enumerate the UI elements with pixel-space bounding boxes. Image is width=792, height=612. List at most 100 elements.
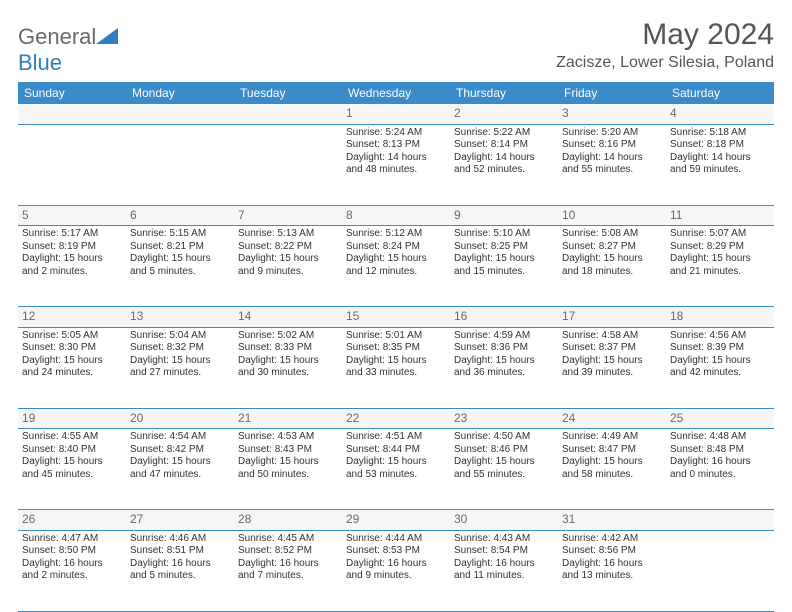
sunset-label: Sunset: 8:14 PM	[454, 139, 554, 152]
sunset-label: Sunset: 8:39 PM	[670, 342, 770, 355]
day-cell: Sunrise: 5:17 AMSunset: 8:19 PMDaylight:…	[18, 226, 126, 306]
day-cell-number: 12	[18, 307, 126, 327]
daylight-label: Daylight: 15 hours and 53 minutes.	[346, 456, 446, 481]
sunrise-label: Sunrise: 5:04 AM	[130, 330, 230, 343]
day-cell: Sunrise: 5:08 AMSunset: 8:27 PMDaylight:…	[558, 226, 666, 306]
daylight-label: Daylight: 15 hours and 2 minutes.	[22, 253, 122, 278]
daynum-row: 19202122232425	[18, 409, 774, 430]
day-cell-number: 7	[234, 206, 342, 226]
day-cell-number	[666, 510, 774, 530]
sunrise-label: Sunrise: 5:12 AM	[346, 228, 446, 241]
daylight-label: Daylight: 16 hours and 11 minutes.	[454, 558, 554, 583]
day-number: 24	[562, 411, 575, 425]
day-cell-number	[18, 104, 126, 124]
sunset-label: Sunset: 8:43 PM	[238, 444, 338, 457]
day-cell-number: 18	[666, 307, 774, 327]
day-cell: Sunrise: 4:55 AMSunset: 8:40 PMDaylight:…	[18, 429, 126, 509]
day-number: 17	[562, 309, 575, 323]
sunset-label: Sunset: 8:44 PM	[346, 444, 446, 457]
daylight-label: Daylight: 15 hours and 45 minutes.	[22, 456, 122, 481]
title-block: May 2024 Zacisze, Lower Silesia, Poland	[556, 18, 774, 72]
daylight-label: Daylight: 15 hours and 33 minutes.	[346, 355, 446, 380]
sunset-label: Sunset: 8:22 PM	[238, 241, 338, 254]
day-cell: Sunrise: 4:45 AMSunset: 8:52 PMDaylight:…	[234, 531, 342, 611]
daynum-row: 12131415161718	[18, 307, 774, 328]
logo: GeneralBlue	[18, 24, 118, 76]
day-cell: Sunrise: 4:44 AMSunset: 8:53 PMDaylight:…	[342, 531, 450, 611]
sunrise-label: Sunrise: 4:50 AM	[454, 431, 554, 444]
calendar: SundayMondayTuesdayWednesdayThursdayFrid…	[18, 82, 774, 612]
sunset-label: Sunset: 8:47 PM	[562, 444, 662, 457]
daylight-label: Daylight: 15 hours and 5 minutes.	[130, 253, 230, 278]
day-cell-number: 10	[558, 206, 666, 226]
daylight-label: Daylight: 15 hours and 21 minutes.	[670, 253, 770, 278]
sunset-label: Sunset: 8:32 PM	[130, 342, 230, 355]
daylight-label: Daylight: 15 hours and 47 minutes.	[130, 456, 230, 481]
day-number: 21	[238, 411, 251, 425]
sunset-label: Sunset: 8:53 PM	[346, 545, 446, 558]
sunrise-label: Sunrise: 4:58 AM	[562, 330, 662, 343]
daylight-label: Daylight: 15 hours and 12 minutes.	[346, 253, 446, 278]
day-number: 26	[22, 512, 35, 526]
day-cell: Sunrise: 4:58 AMSunset: 8:37 PMDaylight:…	[558, 328, 666, 408]
day-cell: Sunrise: 4:51 AMSunset: 8:44 PMDaylight:…	[342, 429, 450, 509]
day-cell-number: 30	[450, 510, 558, 530]
day-number: 15	[346, 309, 359, 323]
day-cell-number	[234, 104, 342, 124]
day-cell: Sunrise: 4:50 AMSunset: 8:46 PMDaylight:…	[450, 429, 558, 509]
day-number: 18	[670, 309, 683, 323]
day-number: 7	[238, 208, 245, 222]
weekday-header: Tuesday	[234, 82, 342, 104]
day-cell-number: 31	[558, 510, 666, 530]
weekday-header: Thursday	[450, 82, 558, 104]
sunset-label: Sunset: 8:36 PM	[454, 342, 554, 355]
day-cell-number: 14	[234, 307, 342, 327]
day-cell	[666, 531, 774, 611]
weekday-header-row: SundayMondayTuesdayWednesdayThursdayFrid…	[18, 82, 774, 104]
day-cell-number: 21	[234, 409, 342, 429]
day-cell-number: 20	[126, 409, 234, 429]
sunset-label: Sunset: 8:51 PM	[130, 545, 230, 558]
sunset-label: Sunset: 8:16 PM	[562, 139, 662, 152]
day-cell-number: 11	[666, 206, 774, 226]
sunrise-label: Sunrise: 4:43 AM	[454, 533, 554, 546]
daylight-label: Daylight: 16 hours and 0 minutes.	[670, 456, 770, 481]
day-number: 6	[130, 208, 137, 222]
day-cell-number: 8	[342, 206, 450, 226]
day-number: 12	[22, 309, 35, 323]
day-cell: Sunrise: 5:24 AMSunset: 8:13 PMDaylight:…	[342, 125, 450, 205]
sunset-label: Sunset: 8:42 PM	[130, 444, 230, 457]
location-label: Zacisze, Lower Silesia, Poland	[556, 54, 774, 72]
sunset-label: Sunset: 8:19 PM	[22, 241, 122, 254]
day-cell-number: 3	[558, 104, 666, 124]
day-number: 4	[670, 106, 677, 120]
sunset-label: Sunset: 8:24 PM	[346, 241, 446, 254]
sunrise-label: Sunrise: 5:13 AM	[238, 228, 338, 241]
daylight-label: Daylight: 16 hours and 2 minutes.	[22, 558, 122, 583]
day-cell-number: 13	[126, 307, 234, 327]
month-title: May 2024	[556, 18, 774, 52]
sunset-label: Sunset: 8:21 PM	[130, 241, 230, 254]
weekday-header: Friday	[558, 82, 666, 104]
day-cell: Sunrise: 5:02 AMSunset: 8:33 PMDaylight:…	[234, 328, 342, 408]
sunset-label: Sunset: 8:29 PM	[670, 241, 770, 254]
sunrise-label: Sunrise: 4:46 AM	[130, 533, 230, 546]
weekday-header: Wednesday	[342, 82, 450, 104]
day-number: 31	[562, 512, 575, 526]
day-cell: Sunrise: 4:48 AMSunset: 8:48 PMDaylight:…	[666, 429, 774, 509]
sunrise-label: Sunrise: 5:22 AM	[454, 127, 554, 140]
day-cell: Sunrise: 4:53 AMSunset: 8:43 PMDaylight:…	[234, 429, 342, 509]
sunrise-label: Sunrise: 4:47 AM	[22, 533, 122, 546]
sunrise-label: Sunrise: 4:49 AM	[562, 431, 662, 444]
sunset-label: Sunset: 8:56 PM	[562, 545, 662, 558]
day-cell: Sunrise: 4:59 AMSunset: 8:36 PMDaylight:…	[450, 328, 558, 408]
logo-text-blue: Blue	[18, 50, 62, 75]
daylight-label: Daylight: 14 hours and 59 minutes.	[670, 152, 770, 177]
daylight-label: Daylight: 15 hours and 36 minutes.	[454, 355, 554, 380]
day-cell: Sunrise: 5:07 AMSunset: 8:29 PMDaylight:…	[666, 226, 774, 306]
sunrise-label: Sunrise: 4:54 AM	[130, 431, 230, 444]
day-cell-number: 19	[18, 409, 126, 429]
day-cell	[234, 125, 342, 205]
day-cell: Sunrise: 5:04 AMSunset: 8:32 PMDaylight:…	[126, 328, 234, 408]
day-number: 20	[130, 411, 143, 425]
